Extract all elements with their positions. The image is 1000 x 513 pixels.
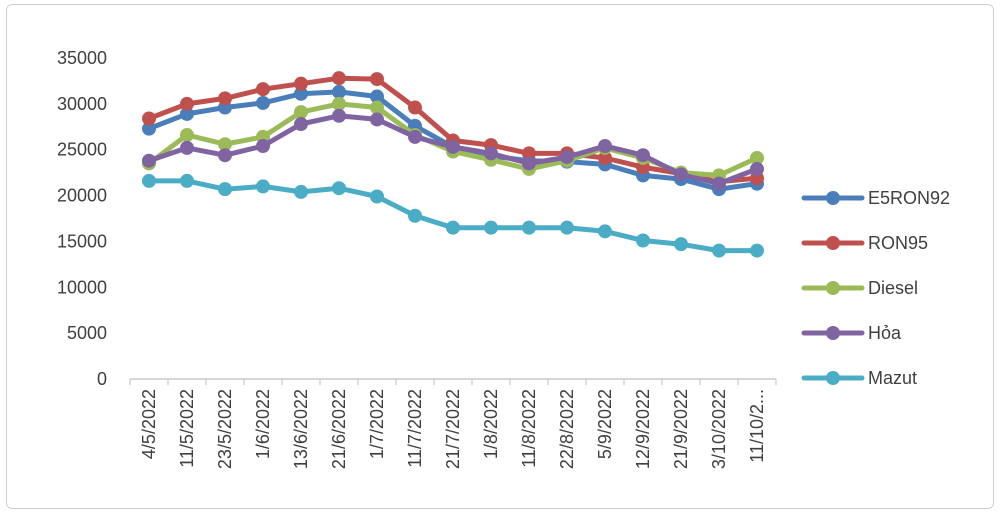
data-point-mazut (332, 181, 346, 196)
data-point-diesel (218, 137, 232, 152)
legend-marker-h-a (826, 326, 840, 340)
data-point-h-a (294, 117, 308, 132)
legend-label-mazut: Mazut (868, 368, 917, 388)
x-tick-label: 13/6/2022 (291, 389, 311, 469)
data-point-mazut (560, 220, 574, 235)
y-tick-label: 10000 (57, 277, 107, 297)
data-point-mazut (712, 243, 726, 258)
data-point-h-a (256, 139, 270, 154)
data-point-diesel (750, 150, 764, 165)
data-point-h-a (522, 156, 536, 171)
data-point-ron95 (294, 76, 308, 91)
data-point-ron95 (408, 100, 422, 115)
data-point-h-a (332, 108, 346, 123)
series-line-mazut (146, 178, 760, 254)
y-tick-label: 30000 (57, 94, 107, 114)
x-tick-label: 1/6/2022 (253, 389, 273, 459)
data-point-mazut (142, 173, 156, 188)
data-point-h-a (674, 167, 688, 182)
data-point-ron95 (522, 146, 536, 161)
data-point-h-a (484, 146, 498, 161)
data-point-diesel (180, 128, 194, 143)
data-point-e5ron92 (180, 106, 194, 121)
data-point-mazut (636, 233, 650, 248)
x-tick-label: 4/5/2022 (139, 389, 159, 459)
legend-marker-diesel (826, 281, 840, 295)
x-tick-label: 21/6/2022 (329, 389, 349, 469)
data-point-ron95 (256, 82, 270, 97)
data-point-ron95 (180, 96, 194, 111)
data-point-h-a (180, 140, 194, 155)
legend-label-ron95: RON95 (868, 233, 928, 253)
legend-marker-mazut (826, 371, 840, 385)
data-point-mazut (370, 189, 384, 204)
legend-label-diesel: Diesel (868, 278, 918, 298)
x-tick-label: 1/8/2022 (481, 389, 501, 459)
x-tick-label: 11/10/2... (747, 389, 767, 463)
y-tick-label: 35000 (57, 48, 107, 68)
data-point-ron95 (332, 71, 346, 86)
data-point-mazut (484, 220, 498, 235)
x-tick-label: 11/7/2022 (405, 389, 425, 468)
data-point-mazut (180, 173, 194, 188)
data-point-ron95 (218, 91, 232, 106)
x-tick-label: 5/9/2022 (595, 389, 615, 459)
y-tick-label: 20000 (57, 186, 107, 206)
data-point-h-a (370, 112, 384, 127)
x-tick-label: 21/9/2022 (671, 389, 691, 469)
data-point-h-a (142, 153, 156, 168)
data-point-e5ron92 (256, 95, 270, 110)
data-point-mazut (218, 182, 232, 197)
data-point-ron95 (598, 150, 612, 165)
data-point-mazut (598, 224, 612, 239)
data-point-mazut (294, 184, 308, 199)
data-point-ron95 (370, 72, 384, 87)
legend-label-e5ron92: E5RON92 (868, 188, 950, 208)
data-point-diesel (332, 96, 346, 111)
data-point-h-a (446, 139, 460, 154)
y-tick-label: 25000 (57, 140, 107, 160)
data-point-h-a (218, 148, 232, 163)
chart-frame (6, 4, 994, 509)
x-tick-label: 12/9/2022 (633, 389, 653, 469)
data-point-h-a (750, 161, 764, 176)
x-tick-label: 1/7/2022 (367, 389, 387, 459)
data-point-h-a (636, 148, 650, 163)
data-point-h-a (598, 139, 612, 154)
data-point-h-a (408, 129, 422, 144)
data-point-ron95 (142, 111, 156, 126)
x-tick-label: 22/8/2022 (557, 389, 577, 469)
data-point-mazut (522, 220, 536, 235)
data-point-h-a (712, 176, 726, 191)
data-point-diesel (294, 105, 308, 120)
x-tick-label: 21/7/2022 (443, 389, 463, 469)
legend-marker-ron95 (826, 236, 840, 250)
data-point-e5ron92 (332, 84, 346, 99)
x-tick-label: 23/5/2022 (215, 389, 235, 469)
y-tick-label: 5000 (67, 323, 107, 343)
data-point-diesel (370, 100, 384, 115)
data-point-h-a (560, 150, 574, 165)
x-tick-label: 3/10/2022 (709, 389, 729, 469)
x-tick-label: 11/5/2022 (177, 389, 197, 468)
legend-marker-e5ron92 (826, 191, 840, 205)
x-tick-label: 11/8/2022 (519, 389, 539, 468)
data-point-e5ron92 (294, 86, 308, 101)
y-tick-label: 15000 (57, 231, 107, 251)
data-point-e5ron92 (370, 89, 384, 104)
data-point-mazut (446, 220, 460, 235)
data-point-e5ron92 (142, 121, 156, 136)
data-point-mazut (750, 243, 764, 258)
data-point-mazut (674, 237, 688, 252)
y-tick-label: 0 (97, 369, 107, 389)
legend-label-h-a: Hỏa (868, 323, 902, 343)
data-point-mazut (408, 208, 422, 223)
data-point-mazut (256, 179, 270, 194)
